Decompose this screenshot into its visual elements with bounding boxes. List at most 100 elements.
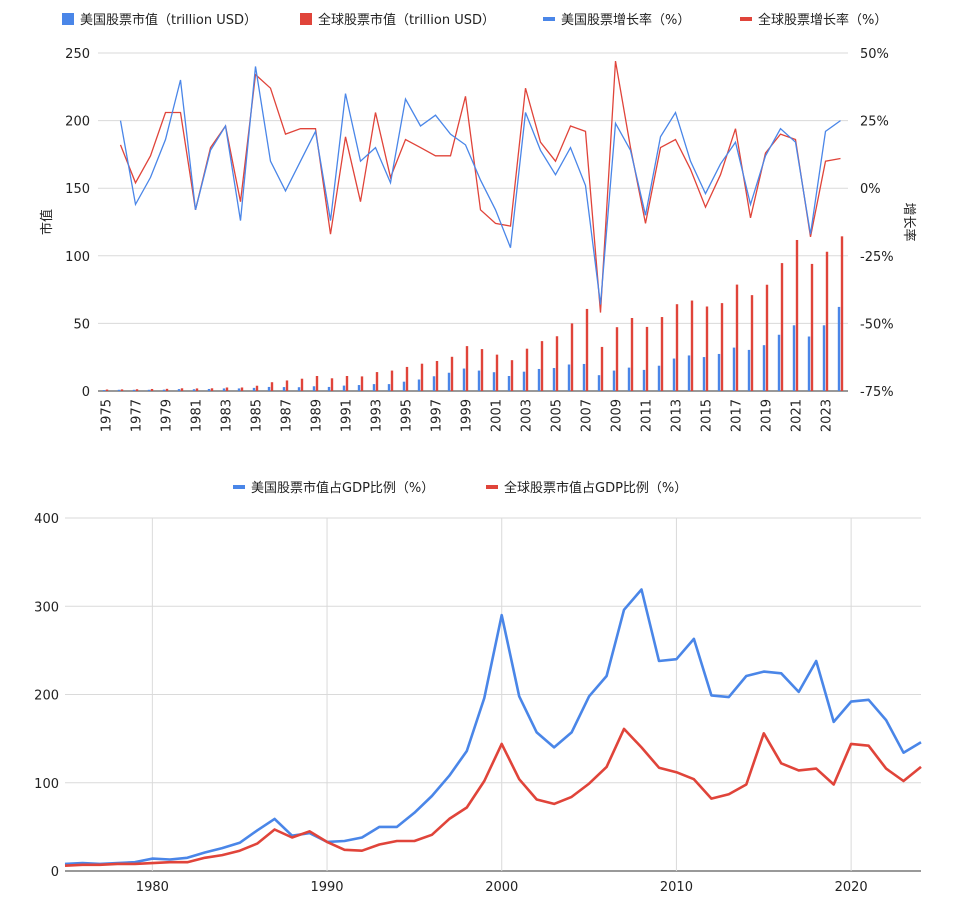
y-tick-label-left: 50 [73,317,90,332]
global-market-cap-bar [375,372,379,391]
global-market-cap-bar [420,363,424,391]
y-tick-label: 200 [34,689,59,704]
global-market-cap-bar [285,380,289,391]
y-tick-label-left: 0 [82,385,90,400]
us-market-cap-bar [687,355,691,391]
global-market-cap-bar [360,376,364,391]
global-market-cap-bar [255,385,259,391]
us-market-cap-bar [702,357,706,391]
y-tick-label-left: 250 [65,47,90,62]
legend-swatch-global-ratio [486,485,498,489]
x-tick-label: 2019 [760,399,775,432]
us-market-cap-bar [642,369,646,391]
global-market-cap-bar [720,303,724,391]
x-tick-label: 2003 [520,399,535,432]
us-market-cap-bar [432,376,436,391]
y-tick-label-right: -25% [860,250,894,265]
global-market-cap-bar [330,378,334,391]
us-market-cap-bar [102,390,106,391]
us-market-cap-bar [222,388,226,391]
x-tick-label: 1999 [460,399,475,432]
market-cap-growth-chart: 0 50 100 150 200 250 -75% -50% -25% 0% 25% 50% 市值 增长率… [39,12,917,432]
us-market-cap-bar [612,370,616,391]
global-market-cap-bar [555,336,559,391]
global-market-cap-bar [435,360,439,391]
global-market-cap-bar [765,284,769,391]
x-tick-label: 1975 [100,399,115,432]
us-market-cap-bar [477,370,481,391]
us-market-cap-bar [342,385,346,391]
global-market-cap-bar [345,375,349,391]
us-market-cap-bar [582,363,586,391]
x-tick-label: 1991 [340,399,355,432]
us-market-cap-bar [807,336,811,391]
us-cap-gdp-ratio-line [64,588,922,866]
legend-swatch-global-growth [740,17,752,21]
x-tick-label: 2020 [835,880,868,895]
x-tick-label: 1980 [136,880,169,895]
x-tick-label: 1979 [160,399,175,432]
global-market-cap-bar [825,251,829,391]
global-market-cap-bar [615,327,619,391]
y-tick-label-left: 100 [65,250,90,265]
global-market-cap-bar [735,284,739,391]
us-market-cap-bar [717,353,721,391]
global-market-cap-bar [150,388,154,391]
x-tick-label: 1981 [190,399,205,432]
us-market-cap-bar [387,384,391,391]
us-market-cap-bar [177,389,181,391]
us-market-cap-bar [462,368,466,391]
y-axis-title-left: 市值 [39,209,55,235]
global-market-cap-bar [645,326,649,391]
us-market-cap-bar [117,389,121,391]
y-tick-label-right: 25% [860,115,889,130]
y-tick-label-left: 200 [65,115,90,130]
x-tick-label: 1987 [280,399,295,432]
global-market-cap-bar [270,382,274,391]
legend-label: 美国股票市值（trillion USD） [80,12,257,28]
global-market-cap-bar [660,317,664,391]
y-axis-title-right: 增长率 [901,202,917,241]
global-growth-rate-line [119,60,841,313]
x-tick-label: 2017 [730,399,745,432]
x-tick-label: 1990 [310,880,343,895]
x-tick-label: 2023 [820,399,835,432]
global-market-cap-bar [705,306,709,391]
y-tick-label-right: -75% [860,385,894,400]
us-market-cap-bar [657,365,661,391]
global-market-cap-bar [795,239,799,391]
global-market-cap-bar [780,263,784,391]
global-market-cap-bar [465,346,469,391]
x-tick-label: 2007 [580,399,595,432]
us-market-cap-bar [447,372,451,391]
y-tick-label: 300 [34,600,59,615]
x-tick-label: 2021 [790,399,805,432]
global-market-cap-bar [600,346,604,391]
us-market-cap-bar [132,389,136,391]
us-market-cap-bar [777,334,781,391]
x-tick-label: 1985 [250,399,265,432]
us-market-cap-bar [372,384,376,391]
us-market-cap-bar [237,388,241,391]
us-market-cap-bar [732,347,736,391]
x-tick-label: 2011 [640,399,655,432]
global-market-cap-bar [390,370,394,391]
global-cap-gdp-ratio-line [64,727,922,867]
y-tick-label: 100 [34,777,59,792]
legend-swatch-us-cap [62,13,74,25]
global-market-cap-bar [810,263,814,391]
us-market-cap-bar [402,381,406,391]
global-market-cap-bar [405,366,409,391]
y-tick-label-left: 150 [65,182,90,197]
y-tick-label: 400 [34,512,59,527]
us-market-cap-bar [507,375,511,391]
legend-swatch-global-cap [300,13,312,25]
us-market-cap-bar [297,387,301,391]
us-market-cap-bar [762,345,766,391]
x-tick-label: 1977 [130,399,145,432]
global-market-cap-bar [525,348,529,391]
global-market-cap-bar [480,349,484,391]
x-tick-label: 2015 [700,399,715,432]
global-market-cap-bar [840,236,844,391]
